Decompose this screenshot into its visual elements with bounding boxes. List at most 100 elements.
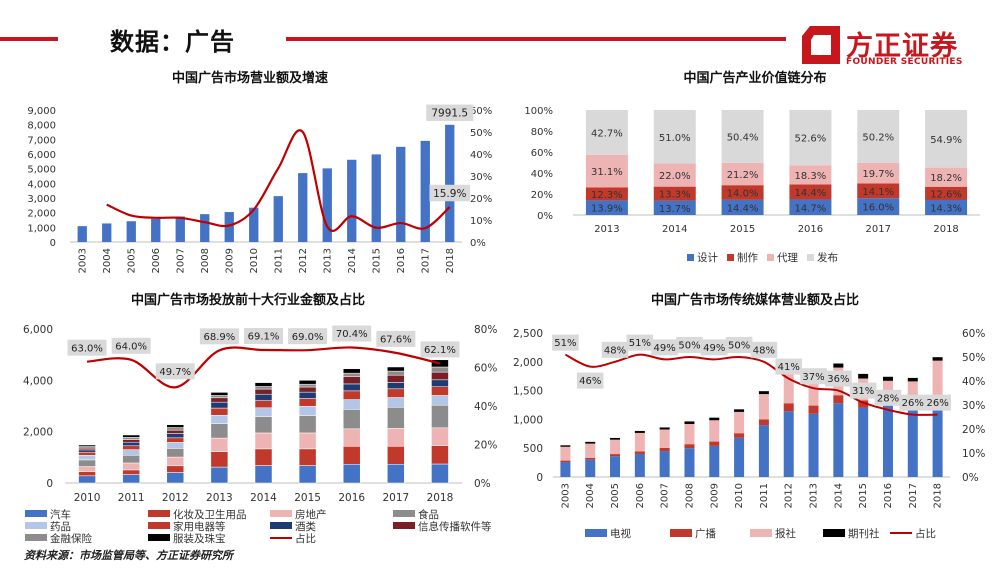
bar-segment <box>166 456 185 467</box>
bar-segment <box>758 394 769 420</box>
y-tick-label: 20% <box>531 190 553 201</box>
share-label-box <box>155 363 195 380</box>
header-rule-left <box>0 37 58 41</box>
y-tick-label: 5,000 <box>27 165 56 176</box>
x-tick-label: 2016 <box>883 483 894 508</box>
y2-tick-label: 60% <box>962 328 985 340</box>
legend-label: 发布 <box>817 251 838 264</box>
y-tick-label: 60% <box>531 148 553 159</box>
data-label: 21.2% <box>727 170 759 181</box>
data-label: 16.0% <box>862 203 894 214</box>
bar-segment <box>254 386 273 390</box>
bar-segment <box>387 374 405 383</box>
page-title: 数据：广告 <box>110 28 235 56</box>
share-label: 48% <box>753 345 775 356</box>
data-label: 31.1% <box>591 167 623 178</box>
bar-segment <box>709 445 720 477</box>
legend-label: 金融保险 <box>50 532 92 545</box>
bar-segment <box>298 432 317 450</box>
share-label-box <box>67 339 107 356</box>
legend-swatch <box>270 522 292 529</box>
x-tick-label: 2003 <box>560 483 571 508</box>
chart-title: 中国广告市场传统媒体营业额及占比 <box>651 292 859 308</box>
line-share <box>564 353 938 416</box>
bar-segment <box>560 445 571 447</box>
legend-swatch <box>25 522 47 529</box>
bar-segment <box>342 399 361 410</box>
legend-swatch <box>148 510 170 517</box>
y2-tick-label: 80% <box>474 324 497 336</box>
bar-segment <box>585 459 596 477</box>
callout-revenue-box <box>426 104 474 122</box>
x-tick-label: 2015 <box>294 492 321 504</box>
bar-segment <box>808 405 819 414</box>
x-tick-label: 2004 <box>585 483 596 508</box>
bar-segment <box>833 363 844 368</box>
x-tick-label: 2017 <box>420 248 431 273</box>
bar-segment <box>431 395 449 406</box>
share-label-box <box>576 372 604 389</box>
bar-revenue <box>273 196 283 242</box>
bar-segment <box>78 459 96 467</box>
share-label: 69.0% <box>292 332 324 343</box>
bar-segment <box>783 411 794 477</box>
bar-segment <box>254 465 273 484</box>
bar-segment <box>342 376 361 385</box>
bar-segment <box>166 427 185 431</box>
bar-segment <box>431 445 449 465</box>
bar-segment <box>857 183 900 199</box>
share-label-box <box>800 368 827 385</box>
y-tick-label: 1,500 <box>513 386 543 398</box>
bar-revenue <box>298 173 308 242</box>
chart-traditional-media: 中国广告市场传统媒体营业额及占比 0 500 1,000 1,500 2,000 2,500… <box>513 292 985 540</box>
bar-revenue <box>175 216 185 242</box>
bar-segment <box>783 403 794 412</box>
bar-segment <box>932 357 943 361</box>
share-label: 26% <box>926 398 948 409</box>
y2-tick-label: 10% <box>470 216 492 227</box>
bar-segment <box>298 465 317 484</box>
bar-segment <box>585 110 628 155</box>
bar-segment <box>684 421 695 425</box>
bar-segment <box>78 444 96 447</box>
bar-segment <box>857 110 900 163</box>
legend-label: 期刊社 <box>848 527 880 540</box>
bar-segment <box>210 392 229 396</box>
y-tick-label: 6,000 <box>23 324 53 336</box>
share-label: 67.6% <box>380 334 412 345</box>
chart-title: 中国广告市场投放前十大行业金额及占比 <box>131 292 365 308</box>
bar-segment <box>431 404 449 429</box>
x-tick-label: 2009 <box>224 248 235 273</box>
y-tick-label: 2,000 <box>23 427 53 439</box>
bar-segment <box>758 419 769 426</box>
bar-segment <box>122 474 140 484</box>
bar-segment <box>254 400 273 409</box>
chart-title: 中国广告产业价值链分布 <box>683 70 826 86</box>
legend-label: 家用电器等 <box>173 520 226 533</box>
bar-segment <box>734 433 745 438</box>
bar-segment <box>210 414 229 424</box>
data-label: 13.9% <box>591 204 623 215</box>
source-note: 资料来源：市场监管局等、方正证券研究所 <box>24 549 233 562</box>
bar-segment <box>857 198 900 215</box>
bar-segment <box>387 382 405 390</box>
bar-revenue <box>77 226 87 242</box>
x-tick-label: 2014 <box>347 248 358 273</box>
bar-segment <box>78 466 96 472</box>
share-label-box <box>849 382 877 399</box>
x-tick-label: 2012 <box>784 483 795 508</box>
bar-segment <box>342 446 361 465</box>
bar-revenue <box>249 207 259 242</box>
bar-revenue <box>102 223 112 242</box>
data-label: 19.7% <box>862 169 894 180</box>
bar-segment <box>858 373 869 379</box>
legend-label: 房地产 <box>295 508 327 521</box>
bar-segment <box>122 437 140 440</box>
share-label: 28% <box>877 393 899 404</box>
x-tick-label: 2018 <box>427 492 454 504</box>
share-label-box <box>111 337 151 354</box>
bar-segment <box>387 388 405 398</box>
share-label: 50% <box>678 341 700 352</box>
x-tick-label: 2018 <box>933 483 944 508</box>
data-label: 22.0% <box>659 171 691 182</box>
